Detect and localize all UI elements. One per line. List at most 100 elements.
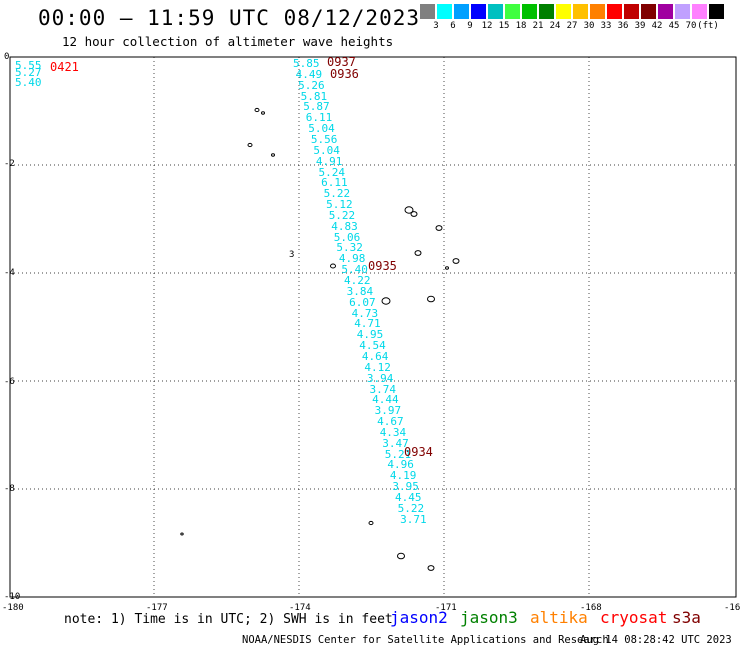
- wave-height-label: 5.55: [15, 59, 42, 72]
- island-outline: [452, 258, 460, 264]
- scale-swatch: [607, 4, 623, 19]
- x-tick-label: -174: [289, 603, 311, 613]
- wave-height-label: 6.11: [321, 176, 348, 190]
- island-label: 3: [289, 250, 295, 260]
- wave-height-label: 4.67: [377, 415, 404, 429]
- scale-swatch: [709, 4, 725, 19]
- wave-height-label: 3.74: [369, 382, 397, 396]
- scale-swatch: [675, 4, 691, 19]
- wave-height-label: 5.12: [326, 198, 353, 211]
- y-tick-label: 0: [4, 52, 10, 62]
- scale-label: (ft): [697, 21, 719, 31]
- wave-height-label: 4.34: [379, 425, 407, 439]
- scale-label: 9: [467, 21, 473, 31]
- wave-height-label: 4.91: [315, 154, 343, 168]
- scale-label: 45: [668, 21, 680, 31]
- wave-height-label: 4.44: [372, 393, 399, 407]
- satellite-legend-cryosat: cryosat: [600, 608, 668, 627]
- scale-label: 27: [566, 21, 578, 31]
- wave-height-label: 5.40: [15, 76, 42, 89]
- y-tick-label: -4: [4, 268, 15, 278]
- scale-label: 21: [532, 21, 544, 31]
- scale-label: 39: [634, 21, 646, 31]
- scale-label: 3: [433, 21, 439, 31]
- wave-height-label: 4.64: [361, 349, 389, 363]
- wave-height-label: 4.96: [387, 458, 414, 472]
- scale-label: 42: [651, 21, 663, 31]
- satellite-legend-altika: altika: [530, 608, 588, 627]
- wave-height-label: 4.71: [354, 317, 381, 331]
- scale-swatch: [505, 4, 521, 19]
- island-outline: [330, 263, 336, 269]
- wave-height-label: 5.27: [15, 66, 42, 79]
- scale-swatch: [420, 4, 436, 19]
- x-tick-label: -177: [146, 603, 168, 613]
- island-outline: [427, 295, 435, 303]
- scale-label: 18: [515, 21, 527, 31]
- x-tick-label: -168: [580, 603, 602, 613]
- wave-height-label: 5.22: [323, 187, 351, 201]
- island-outline: [404, 206, 414, 214]
- wave-height-label: 4.95: [356, 328, 384, 342]
- y-tick-label: -10: [4, 592, 21, 602]
- scale-swatch: [437, 4, 453, 19]
- island-outline: [254, 107, 260, 113]
- island-outline: [414, 250, 422, 256]
- map-subtitle: 12 hour collection of altimeter wave hei…: [62, 34, 394, 49]
- wave-height-label: 5.85: [293, 57, 320, 70]
- pass-time-label: 0937: [327, 55, 356, 69]
- wave-height-label: 5.06: [333, 230, 361, 244]
- scale-swatch: [522, 4, 538, 19]
- wave-height-label: 5.26: [298, 78, 325, 92]
- wave-height-label: 4.12: [364, 360, 391, 374]
- island-outline: [368, 520, 374, 526]
- wave-height-label: 5.22: [328, 208, 356, 222]
- credit-line: NOAA/NESDIS Center for Satellite Applica…: [242, 634, 609, 646]
- wave-height-label: 5.40: [341, 263, 368, 277]
- wave-height-label: 4.54: [359, 339, 386, 353]
- scale-label: 15: [498, 21, 510, 31]
- scale-label: 6: [450, 21, 456, 31]
- generation-timestamp: Aug 14 08:28:42 UTC 2023: [580, 634, 732, 646]
- wave-height-label: 4.83: [331, 219, 358, 233]
- map-title: 00:00 — 11:59 UTC 08/12/2023: [38, 6, 421, 30]
- island-outline: [271, 153, 275, 157]
- scale-swatch: [539, 4, 555, 19]
- wave-height-label: 5.04: [308, 122, 335, 136]
- wave-height-label: 3.95: [392, 480, 419, 494]
- scale-label: 70: [685, 21, 697, 31]
- wave-height-label: 4.45: [395, 491, 422, 504]
- island-outline: [427, 565, 435, 571]
- island-outline: [410, 211, 418, 217]
- scale-swatch: [488, 4, 504, 19]
- island-outline: [247, 142, 253, 148]
- scale-swatch: [573, 4, 589, 19]
- island-outline: [381, 297, 391, 305]
- wave-height-label: 3.97: [374, 404, 402, 418]
- scale-swatch: [624, 4, 640, 19]
- wave-height-label: 4.73: [351, 306, 379, 320]
- wave-height-label: 5.24: [318, 165, 346, 179]
- satellite-legend-s3a: s3a: [672, 608, 701, 627]
- wave-height-label: 5.21: [384, 447, 412, 461]
- wave-height-label: 5.81: [300, 89, 328, 103]
- pass-time-label: 0935: [368, 259, 397, 273]
- scale-swatch: [658, 4, 674, 19]
- scale-label: 30: [583, 21, 595, 31]
- island-outline: [435, 225, 443, 231]
- y-tick-label: -6: [4, 377, 15, 387]
- scale-swatch: [641, 4, 657, 19]
- island-outline: [397, 552, 405, 560]
- wave-height-label: 3.94: [366, 371, 394, 385]
- wave-height-label: 5.87: [303, 100, 330, 114]
- wave-height-label: 5.22: [397, 501, 425, 515]
- scale-swatch: [471, 4, 487, 19]
- x-tick-label: -180: [2, 603, 24, 613]
- scale-label: 24: [549, 21, 561, 31]
- scale-swatch: [556, 4, 572, 19]
- y-tick-label: -8: [4, 484, 15, 494]
- wave-height-label: 4.19: [389, 469, 417, 483]
- scale-label: 33: [600, 21, 612, 31]
- pass-time-label: 0936: [330, 67, 359, 81]
